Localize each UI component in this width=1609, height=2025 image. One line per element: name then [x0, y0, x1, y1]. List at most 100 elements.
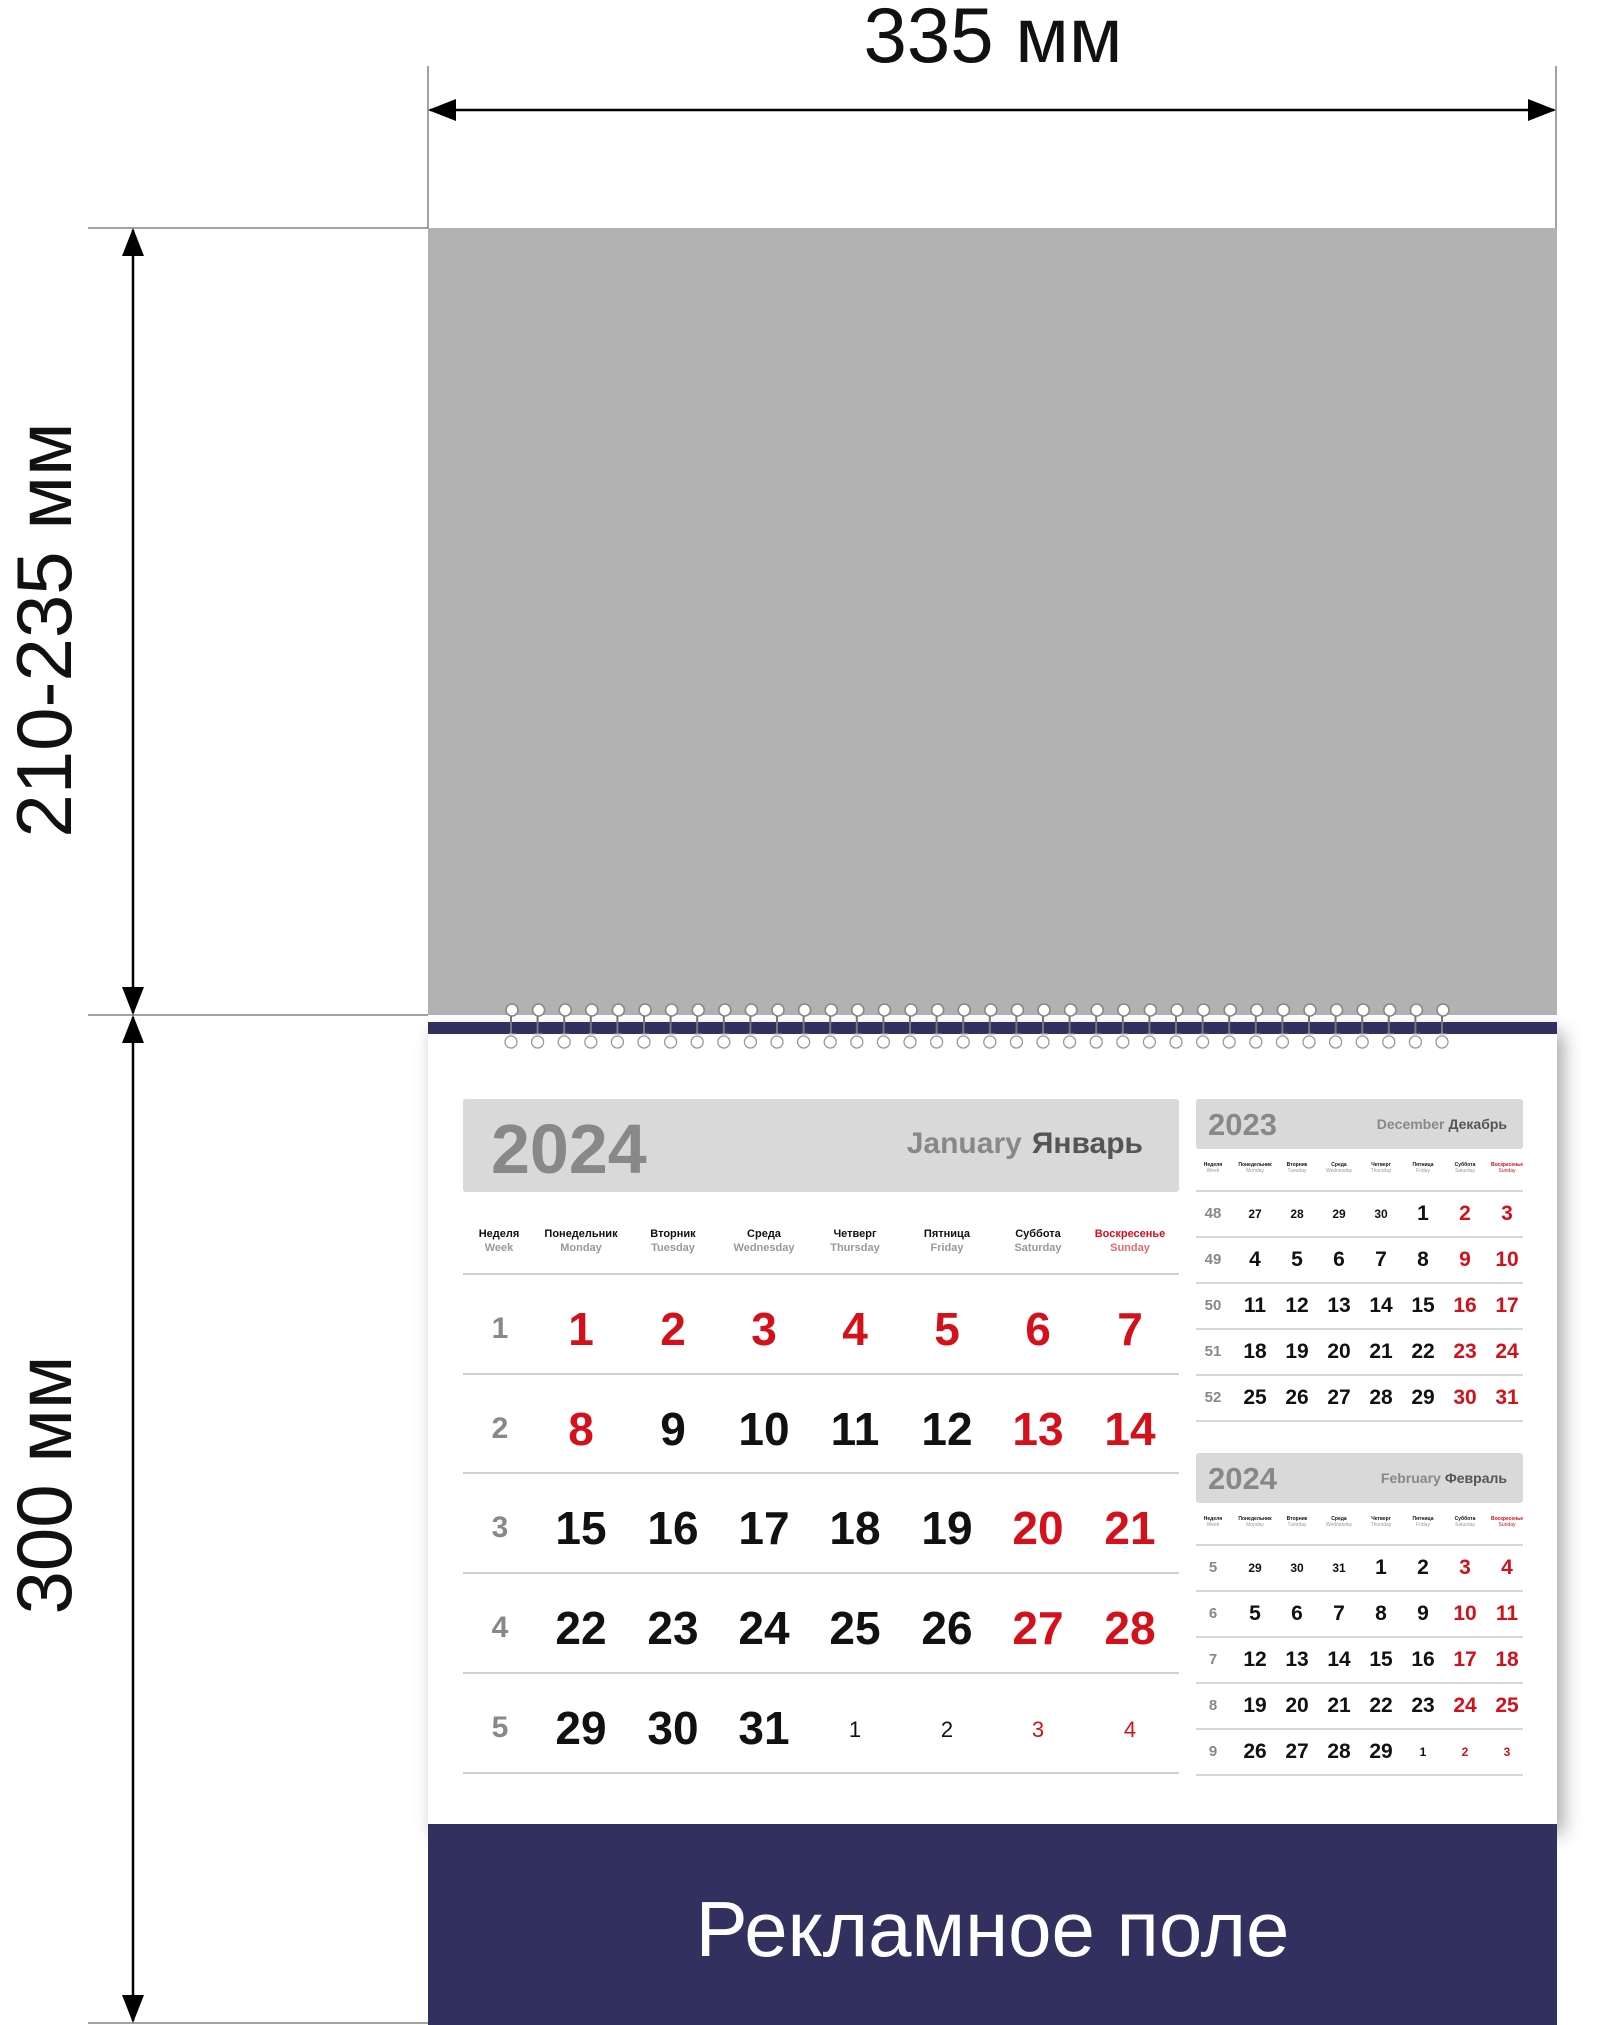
main-day-cell: 11	[830, 1403, 880, 1455]
main-day-cell: 5	[934, 1303, 960, 1355]
small-grid-line	[1196, 1420, 1523, 1422]
small-grid-line	[1196, 1236, 1523, 1238]
small-day-cell: 8	[1375, 1602, 1387, 1625]
small-dow-header: Четверг Thursday	[1360, 1162, 1402, 1174]
small-dow-en: Sunday	[1498, 1168, 1516, 1174]
main-dow-header: Суббота Saturday	[992, 1227, 1084, 1255]
main-week-number: 1	[491, 1312, 509, 1345]
main-week-number: 2	[491, 1412, 509, 1445]
small-week-number: 50	[1204, 1297, 1222, 1314]
main-day-cell: 16	[647, 1502, 699, 1554]
main-dow-ru: Четверг	[833, 1228, 877, 1240]
small-day-cell: 30	[1374, 1207, 1388, 1221]
small-grid-line	[1196, 1774, 1523, 1776]
small-day-cell: 12	[1285, 1294, 1309, 1317]
small-dow-en: Tuesday	[1287, 1522, 1307, 1528]
small-grid-line	[1196, 1682, 1523, 1684]
main-day-cell: 25	[829, 1602, 881, 1654]
small-day-cell: 2	[1417, 1556, 1429, 1579]
small-day-cell: 27	[1248, 1207, 1262, 1221]
small-day-cell: 4	[1249, 1248, 1261, 1271]
small-dow-ru: Понедельник	[1238, 1162, 1272, 1168]
small-dow-en: Week	[1206, 1168, 1220, 1174]
main-day-cell: 29	[555, 1702, 607, 1754]
main-grid-line	[463, 1572, 1179, 1574]
small-day-cell: 25	[1243, 1386, 1267, 1409]
width-label: 335 мм	[863, 0, 1123, 79]
small-dow-header: Вторник Tuesday	[1276, 1516, 1318, 1528]
main-day-cell: 4	[842, 1303, 868, 1355]
small-day-cell: 26	[1285, 1386, 1309, 1409]
small-grid-line	[1196, 1636, 1523, 1638]
main-grid-line	[463, 1373, 1179, 1375]
small-month-ru: Декабрь	[1448, 1116, 1507, 1132]
small-day-cell: 15	[1411, 1294, 1435, 1317]
main-day-cell: 4	[1123, 1717, 1137, 1742]
small-grid-line	[1196, 1374, 1523, 1376]
small-week-number: 6	[1208, 1605, 1218, 1622]
small-week-number: 7	[1208, 1651, 1218, 1668]
small-day-cell: 28	[1369, 1386, 1393, 1409]
small-day-cell: 16	[1411, 1648, 1435, 1671]
small-day-cell: 1	[1417, 1202, 1429, 1225]
small-day-cell: 2	[1461, 1745, 1469, 1759]
small-day-cell: 6	[1333, 1248, 1345, 1271]
top-height-label: 210-235 мм	[0, 422, 88, 838]
main-day-cell: 19	[921, 1502, 973, 1554]
small-day-cell: 6	[1291, 1602, 1303, 1625]
small-day-cell: 14	[1327, 1648, 1351, 1671]
main-dow-header: Неделя Week	[453, 1227, 545, 1255]
small-dow-ru: Вторник	[1286, 1162, 1308, 1168]
main-day-cell: 3	[751, 1303, 777, 1355]
small-dow-en: Wednesday	[1325, 1522, 1353, 1528]
small-day-cell: 3	[1503, 1745, 1511, 1759]
small-day-cell: 17	[1453, 1648, 1477, 1671]
main-day-cell: 15	[555, 1502, 607, 1554]
main-dow-ru: Понедельник	[544, 1228, 618, 1240]
main-dow-ru: Неделя	[478, 1228, 520, 1240]
small-month-year: 2024	[1208, 1461, 1277, 1496]
small-dow-header: Воскресенье Sunday	[1486, 1162, 1528, 1174]
main-day-cell: 13	[1012, 1403, 1064, 1455]
small-day-cell: 25	[1495, 1694, 1519, 1717]
small-dow-ru: Воскресенье	[1490, 1516, 1524, 1522]
small-dow-header: Воскресенье Sunday	[1486, 1516, 1528, 1528]
main-dow-header: Среда Wednesday	[718, 1227, 810, 1255]
small-day-cell: 13	[1327, 1294, 1351, 1317]
small-day-cell: 27	[1285, 1740, 1309, 1763]
small-day-cell: 24	[1495, 1340, 1519, 1363]
main-day-cell: 27	[1012, 1602, 1064, 1654]
main-dow-ru: Суббота	[1015, 1228, 1061, 1240]
small-dow-en: Thursday	[1370, 1168, 1392, 1174]
small-day-cell: 12	[1243, 1648, 1267, 1671]
main-year: 2024	[491, 1110, 647, 1188]
small-dow-en: Wednesday	[1325, 1168, 1353, 1174]
small-day-cell: 19	[1243, 1694, 1267, 1717]
main-day-cell: 2	[940, 1717, 954, 1742]
small-day-cell: 1	[1419, 1745, 1427, 1759]
main-dow-header: Четверг Thursday	[809, 1227, 901, 1255]
main-dow-en: Week	[484, 1242, 514, 1254]
small-week-number: 48	[1204, 1205, 1222, 1222]
small-day-cell: 15	[1369, 1648, 1393, 1671]
small-dow-en: Thursday	[1370, 1522, 1392, 1528]
main-day-cell: 6	[1025, 1303, 1051, 1355]
small-day-cell: 31	[1332, 1561, 1346, 1575]
small-grid-line	[1196, 1282, 1523, 1284]
small-dow-en: Saturday	[1454, 1168, 1475, 1174]
main-day-cell: 10	[738, 1403, 790, 1455]
small-day-cell: 14	[1369, 1294, 1393, 1317]
main-dow-header: Вторник Tuesday	[627, 1227, 719, 1255]
small-day-cell: 30	[1453, 1386, 1477, 1409]
small-dow-header: Суббота Saturday	[1444, 1162, 1486, 1174]
small-day-cell: 29	[1332, 1207, 1346, 1221]
main-dow-header: Воскресенье Sunday	[1084, 1227, 1176, 1255]
small-dow-ru: Суббота	[1454, 1162, 1476, 1168]
main-dow-ru: Пятница	[923, 1228, 971, 1240]
small-month-header: 2024 February Февраль	[1196, 1453, 1523, 1503]
main-dow-en: Monday	[560, 1242, 602, 1254]
main-grid-line	[463, 1472, 1179, 1474]
small-day-cell: 10	[1495, 1248, 1519, 1271]
main-grid-line	[463, 1672, 1179, 1674]
small-dow-en: Sunday	[1498, 1522, 1516, 1528]
